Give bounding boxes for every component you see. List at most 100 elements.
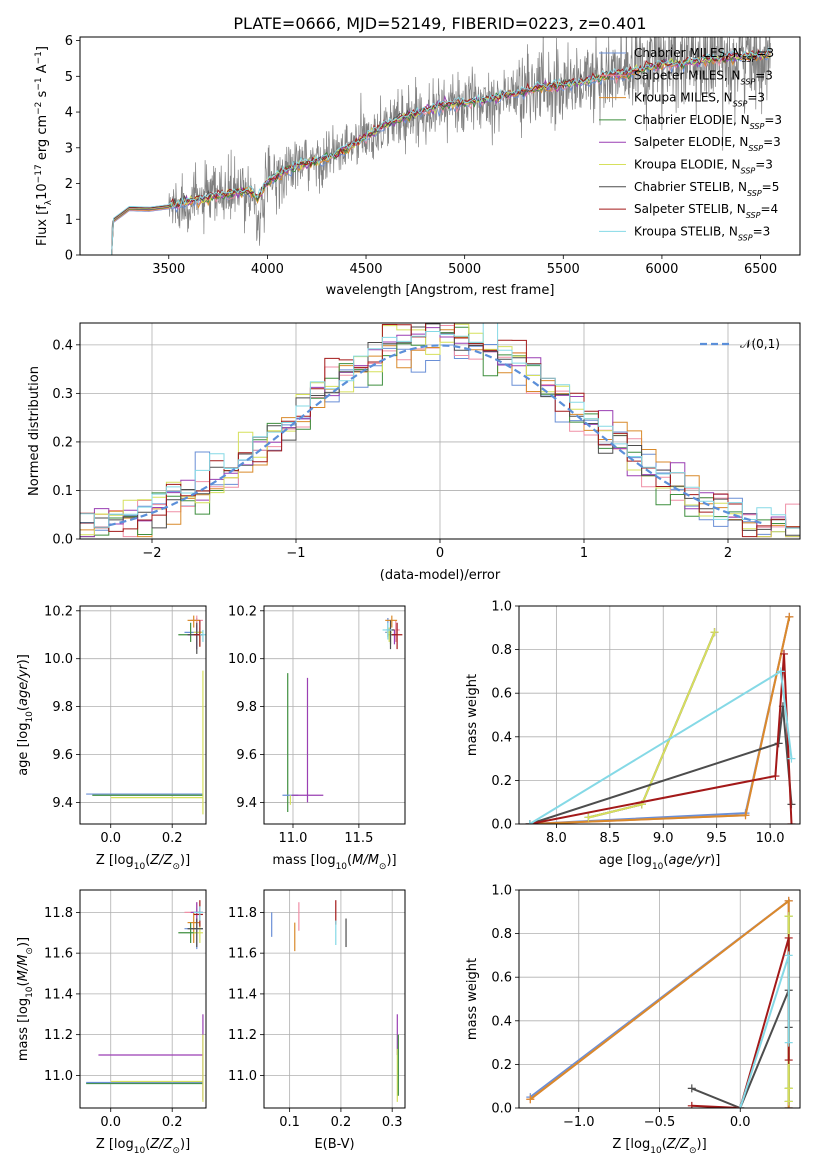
- y-tick-label: 0: [65, 249, 73, 264]
- y-tick-label: 11.4: [228, 987, 257, 1002]
- weight-line-2: [529, 616, 791, 824]
- y-tick-label: 0.6: [491, 971, 512, 986]
- weight_vs_Z-plot: [526, 896, 793, 1108]
- x-tick-label: 3500: [152, 262, 185, 277]
- x-tick-label: 6500: [744, 262, 777, 277]
- figure-title: PLATE=0666, MJD=52149, FIBERID=0223, z=0…: [233, 14, 646, 33]
- weight-marker: [779, 649, 788, 658]
- y-tick-label: 9.6: [236, 748, 257, 763]
- y-tick-label: 9.4: [52, 796, 73, 811]
- legend-entry: Kroupa ELODIE, NSSP=3: [634, 158, 773, 176]
- x-tick-label: 5000: [448, 262, 481, 277]
- age_vs_Z-panel: [80, 606, 206, 824]
- y-tick-label: 0.2: [491, 1058, 512, 1073]
- x-tick-label: 5500: [547, 262, 580, 277]
- age_vs_Z-axes: 0.0 0.2 9.4 9.6 9.8 10.0 10.2 Z [log10(Z/Z⊙)] ag…: [16, 604, 207, 872]
- x-tick-label: 0.0: [730, 1115, 751, 1130]
- y-tick-label: 9.6: [52, 748, 73, 763]
- x-tick-label: 11.5: [344, 831, 373, 846]
- weight-marker: [787, 754, 796, 763]
- y-tick-label: 10.2: [228, 604, 257, 619]
- weight-marker: [584, 813, 593, 822]
- y-tick-label: 11.6: [44, 947, 73, 962]
- weight-line-5: [588, 631, 716, 819]
- weight-line-4: [588, 631, 716, 819]
- mass_vs_Z-panel: [80, 890, 206, 1108]
- weight-line-8: [529, 669, 793, 824]
- y-tick-label: 11.0: [228, 1069, 257, 1084]
- weight-line-3: [588, 631, 716, 819]
- x-tick-label: −2: [142, 546, 161, 561]
- legend-entry: Kroupa STELIB, NSSP=3: [634, 224, 770, 242]
- weight-marker: [784, 1097, 793, 1106]
- y-tick-label: 9.8: [236, 700, 257, 715]
- legend-entry: Salpeter MILES, NSSP=3: [634, 68, 773, 86]
- y-tick-label: 1.0: [491, 600, 512, 615]
- legend-entry: Chabrier STELIB, NSSP=5: [634, 180, 779, 198]
- weight-marker: [776, 667, 785, 676]
- y-tick-label: 5: [65, 70, 73, 85]
- axes-frame: [79, 36, 801, 256]
- y-tick-label: 0.0: [491, 1102, 512, 1117]
- axes-frame: [79, 605, 207, 825]
- legend-entry: Salpeter ELODIE, NSSP=3: [634, 135, 781, 153]
- legend-entry: Kroupa MILES, NSSP=3: [634, 91, 765, 109]
- axes-frame: [263, 605, 406, 825]
- legend-entry-gaussian: 𝒩(0,1): [740, 337, 780, 351]
- weight-marker: [710, 628, 719, 637]
- age_vs_Z-plot: [86, 615, 206, 815]
- y-tick-label: 0.2: [52, 435, 73, 450]
- x-tick-label: −1.0: [563, 1115, 595, 1130]
- x-tick-label: 0.0: [100, 1115, 121, 1130]
- x-axis-label: E(B-V): [314, 1137, 354, 1152]
- weight_vs_Z-axes: −1.0 −0.5 0.0 0.0 0.2 0.4 0.6 0.8 1.0 Z [log10(Z/…: [465, 884, 801, 1156]
- gaussian-curve: [108, 344, 765, 527]
- y-tick-label: 11.8: [228, 906, 257, 921]
- y-tick-label: 11.4: [44, 987, 73, 1002]
- weight-marker: [784, 951, 793, 960]
- y-tick-label: 10.0: [228, 652, 257, 667]
- observed-spectrum: [109, 37, 771, 255]
- x-tick-label: 0.2: [331, 1115, 352, 1130]
- age_vs_mass-plot: [282, 615, 403, 813]
- weight-marker: [784, 1056, 793, 1065]
- y-tick-label: 10.2: [44, 604, 73, 619]
- residual-histogram-5: [80, 323, 800, 538]
- weight-marker: [736, 1104, 745, 1108]
- y-tick-label: 0.6: [491, 687, 512, 702]
- weight-marker: [784, 933, 793, 942]
- residuals-plot: [80, 323, 800, 538]
- x-tick-label: 0.0: [100, 831, 121, 846]
- y-axis-label: mass [log10(M/M⊙)]: [16, 937, 35, 1061]
- x-axis-label: Z [log10(Z/Z⊙)]: [96, 853, 190, 872]
- weight-marker: [687, 1101, 696, 1108]
- spectrum-axes: 3500 4000 4500 5000 5500 6000 6500 0 1 2 3 4 5 6 wavel…: [34, 34, 801, 298]
- weight_vs_age-panel: [519, 605, 800, 825]
- y-tick-label: 11.0: [44, 1069, 73, 1084]
- x-tick-label: 10.0: [756, 831, 785, 846]
- x-axis-label: Z [log10(Z/Z⊙)]: [96, 1137, 190, 1156]
- y-tick-label: 0.0: [491, 818, 512, 833]
- y-tick-label: 11.2: [44, 1028, 73, 1043]
- weight_vs_age-plot: [525, 612, 796, 824]
- residual-histogram-8: [80, 323, 800, 529]
- y-tick-label: 4: [65, 106, 73, 121]
- axes-frame: [79, 889, 207, 1109]
- weight-marker: [687, 1084, 696, 1093]
- axes-frame: [263, 889, 406, 1109]
- x-tick-label: 2: [724, 546, 732, 561]
- x-tick-label: 9.5: [706, 831, 727, 846]
- weight-marker: [785, 612, 794, 621]
- legend-entry: Chabrier ELODIE, NSSP=3: [634, 113, 782, 130]
- y-tick-label: 0.8: [491, 927, 512, 942]
- model-spectrum-7: [109, 49, 771, 255]
- x-tick-label: 1: [580, 546, 588, 561]
- y-tick-label: 6: [65, 34, 73, 49]
- x-axis-label: mass [log10(M/M⊙)]: [272, 853, 396, 872]
- legend-entry: Salpeter STELIB, NSSP=4: [634, 202, 778, 220]
- model-spectrum-8: [109, 46, 771, 255]
- x-tick-label: 11.0: [279, 831, 308, 846]
- x-tick-label: 0.2: [162, 1115, 183, 1130]
- x-axis-label: (data-model)/error: [380, 568, 501, 583]
- x-tick-label: −1: [286, 546, 305, 561]
